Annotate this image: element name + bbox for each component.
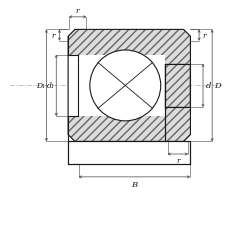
Polygon shape [68, 142, 190, 165]
Text: r: r [175, 156, 179, 164]
Text: r: r [202, 32, 205, 40]
Text: D: D [213, 82, 220, 90]
Text: d₁: d₁ [46, 82, 54, 90]
Text: r: r [52, 32, 55, 40]
Text: r: r [76, 7, 79, 15]
Polygon shape [68, 55, 78, 117]
Polygon shape [68, 30, 190, 142]
Polygon shape [78, 55, 165, 117]
Polygon shape [165, 64, 190, 108]
Text: B: B [131, 180, 137, 188]
Text: d: d [204, 82, 210, 90]
Circle shape [90, 51, 160, 121]
Text: D₁: D₁ [36, 82, 45, 90]
